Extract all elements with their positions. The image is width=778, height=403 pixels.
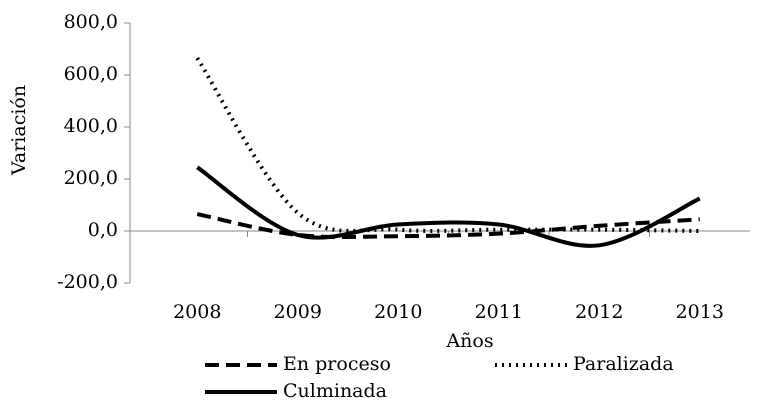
y-tick-label: 400,0 [64,115,118,137]
series-line [195,57,700,233]
x-tick-label: 2010 [374,301,422,323]
series-line [196,165,701,248]
series-line [196,212,700,240]
x-axis-label: Años [445,330,493,352]
y-tick-label: 200,0 [64,167,118,189]
legend-label: Paralizada [573,353,674,375]
legend-label: Culminada [283,380,387,402]
x-tick-label: 2012 [575,301,623,323]
x-tick-label: 2008 [173,301,221,323]
legend-label: En proceso [283,353,391,375]
y-tick-label: 800,0 [64,11,118,33]
x-tick-label: 2013 [676,301,724,323]
y-axis-label: Variación [8,85,30,176]
x-tick-label: 2009 [274,301,322,323]
y-tick-label: 0,0 [88,219,118,241]
y-tick-label: 600,0 [64,63,118,85]
x-tick-label: 2011 [475,301,523,323]
y-tick-label: -200,0 [57,271,118,293]
